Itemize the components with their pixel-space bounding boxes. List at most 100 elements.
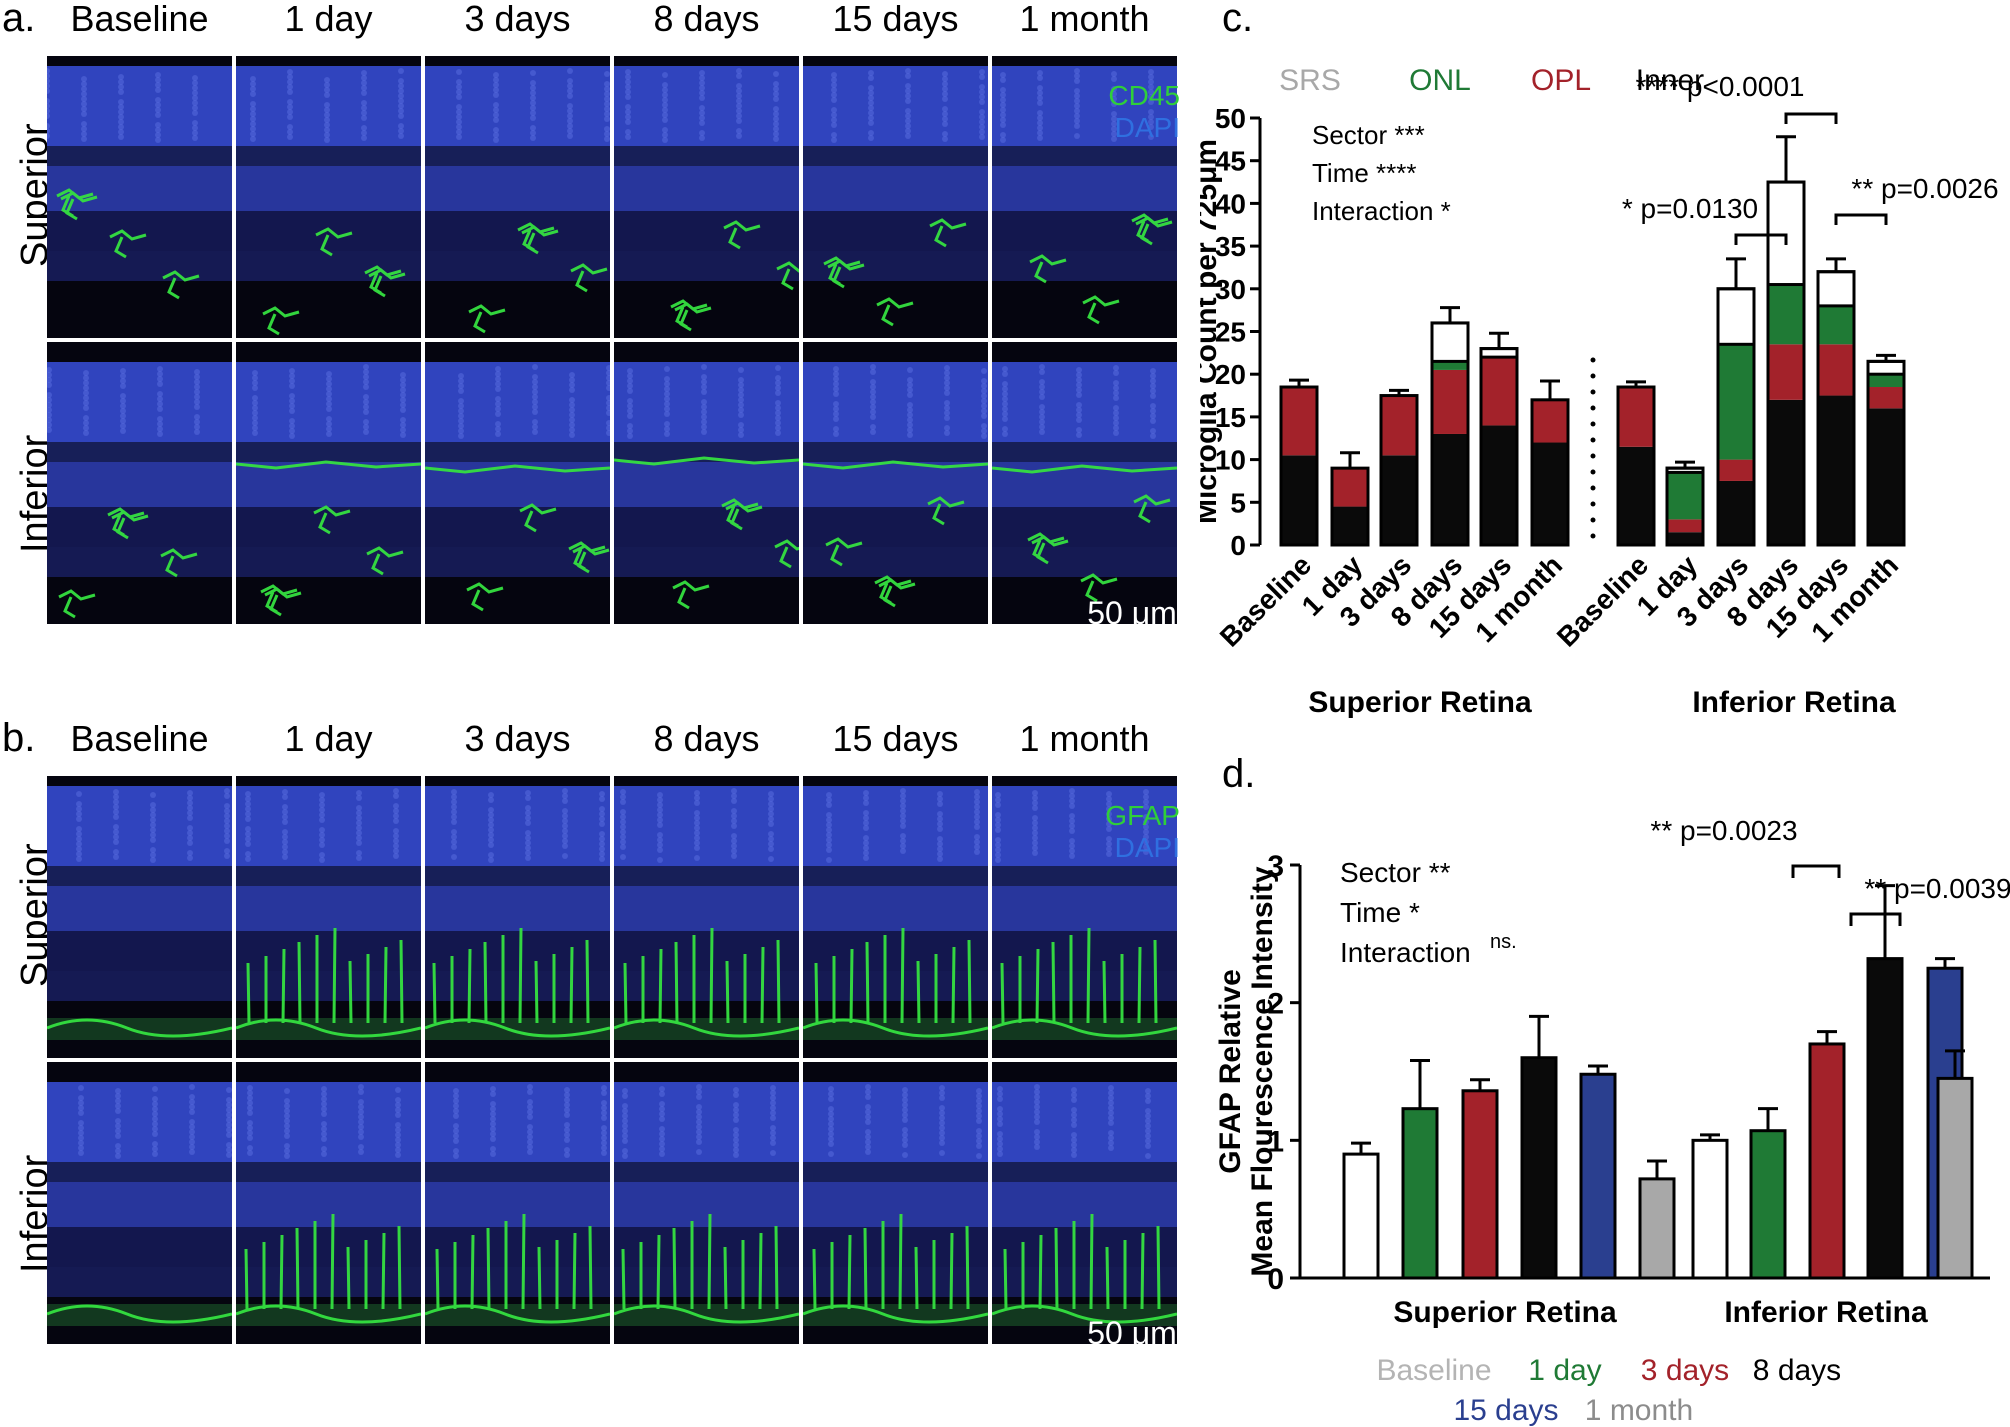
nucleus-dot: [770, 1085, 776, 1091]
nucleus-dot: [826, 837, 832, 843]
nucleus-dot: [1074, 108, 1080, 114]
nucleus-dot: [250, 81, 256, 87]
nucleus-dot: [974, 819, 980, 825]
nucleus-dot: [900, 813, 906, 819]
y-tick-label: 35: [1215, 231, 1246, 262]
nucleus-dot: [76, 801, 82, 807]
retina-layer: [236, 1267, 421, 1297]
nucleus-dot: [157, 426, 163, 432]
nucleus-dot: [287, 114, 293, 120]
nucleus-dot: [865, 1119, 871, 1125]
nucleus-dot: [944, 365, 950, 371]
nucleus-dot: [907, 432, 913, 438]
nucleus-dot: [525, 850, 531, 856]
nucleus-dot: [118, 84, 124, 90]
nucleus-dot: [768, 791, 774, 797]
nucleus-dot: [398, 133, 404, 139]
nucleus-dot: [731, 818, 737, 824]
nucleus-dot: [939, 1130, 945, 1136]
retina-layer: [236, 866, 421, 886]
retina-layer: [614, 971, 799, 1001]
nucleus-dot: [192, 85, 198, 91]
nucleus-dot: [828, 1126, 834, 1132]
nucleus-dot: [736, 108, 742, 114]
stain-signal: [58, 507, 198, 619]
nucleus-dot: [1076, 407, 1082, 413]
nucleus-dot: [865, 1144, 871, 1150]
nucleus-dot: [1076, 432, 1082, 438]
nucleus-dot: [627, 433, 633, 439]
nucleus-dot: [1069, 803, 1075, 809]
retina-layer: [614, 66, 799, 146]
nucleus-dot: [150, 812, 156, 818]
micrograph-tile: [614, 56, 799, 338]
nucleus-dot: [625, 79, 631, 85]
nucleus-dot: [451, 799, 457, 805]
nucleus-dot: [1034, 1139, 1040, 1145]
nucleus-dot: [321, 1101, 327, 1107]
legend-baseline: Baseline: [1376, 1354, 1491, 1387]
retina-layer: [803, 462, 988, 507]
bar-segment-opl: [1281, 387, 1317, 456]
nucleus-dot: [833, 371, 839, 377]
legend-8-days: 8 days: [1753, 1354, 1841, 1387]
nucleus-dot: [361, 90, 367, 96]
nucleus-dot: [1032, 795, 1038, 801]
bar-segment-opl: [1381, 395, 1417, 456]
nucleus-dot: [495, 396, 501, 402]
nucleus-dot: [1111, 121, 1117, 127]
nucleus-dot: [606, 380, 610, 386]
nucleus-dot: [905, 73, 911, 79]
nucleus-dot: [78, 1085, 84, 1091]
nucleus-dot: [488, 817, 494, 823]
nucleus-dot: [606, 375, 610, 381]
nucleus-dot: [488, 832, 494, 838]
nucleus-dot: [326, 416, 332, 422]
nucleus-dot: [395, 1122, 401, 1128]
nucleus-dot: [900, 823, 906, 829]
nucleus-dot: [1113, 410, 1119, 416]
nucleus-dot: [831, 137, 837, 143]
nucleus-dot: [699, 70, 705, 76]
micrograph-tile: [992, 1062, 1177, 1344]
nucleus-dot: [981, 393, 987, 399]
nucleus-dot: [247, 1085, 253, 1091]
nucleus-dot: [192, 130, 198, 136]
nucleus-dot: [83, 380, 89, 386]
nucleus-dot: [532, 394, 538, 400]
scale-bar-label: 50 μm: [1087, 1315, 1177, 1351]
nucleus-dot: [775, 390, 781, 396]
nucleus-dot: [458, 378, 464, 384]
nucleus-dot: [361, 135, 367, 141]
nucleus-dot: [868, 90, 874, 96]
nucleus-dot: [599, 841, 605, 847]
nucleus-dot: [118, 109, 124, 115]
nucleus-dot: [324, 102, 330, 108]
nucleus-dot: [453, 1138, 459, 1144]
nucleus-dot: [662, 127, 668, 133]
nucleus-dot: [937, 821, 943, 827]
nucleus-dot: [731, 833, 737, 839]
nucleus-dot: [1148, 74, 1154, 80]
retina-layer: [803, 146, 988, 166]
nucleus-dot: [495, 386, 501, 392]
nucleus-dot: [398, 103, 404, 109]
nucleus-dot: [1150, 393, 1156, 399]
nucleus-dot: [400, 417, 406, 423]
nucleus-dot: [1076, 387, 1082, 393]
nucleus-dot: [326, 391, 332, 397]
nucleus-dot: [664, 376, 670, 382]
nucleus-dot: [488, 812, 494, 818]
nucleus-dot: [47, 113, 50, 119]
bar-segment-inner: [1281, 455, 1317, 545]
nucleus-dot: [699, 130, 705, 136]
nucleus-dot: [831, 117, 837, 123]
nucleus-dot: [152, 1146, 158, 1152]
nucleus-dot: [525, 835, 531, 841]
bar-outline: [1816, 270, 1856, 547]
nucleus-dot: [326, 431, 332, 437]
nucleus-dot: [527, 1114, 533, 1120]
nucleus-dot: [564, 1107, 570, 1113]
nucleus-dot: [833, 386, 839, 392]
nucleus-dot: [1034, 1129, 1040, 1135]
